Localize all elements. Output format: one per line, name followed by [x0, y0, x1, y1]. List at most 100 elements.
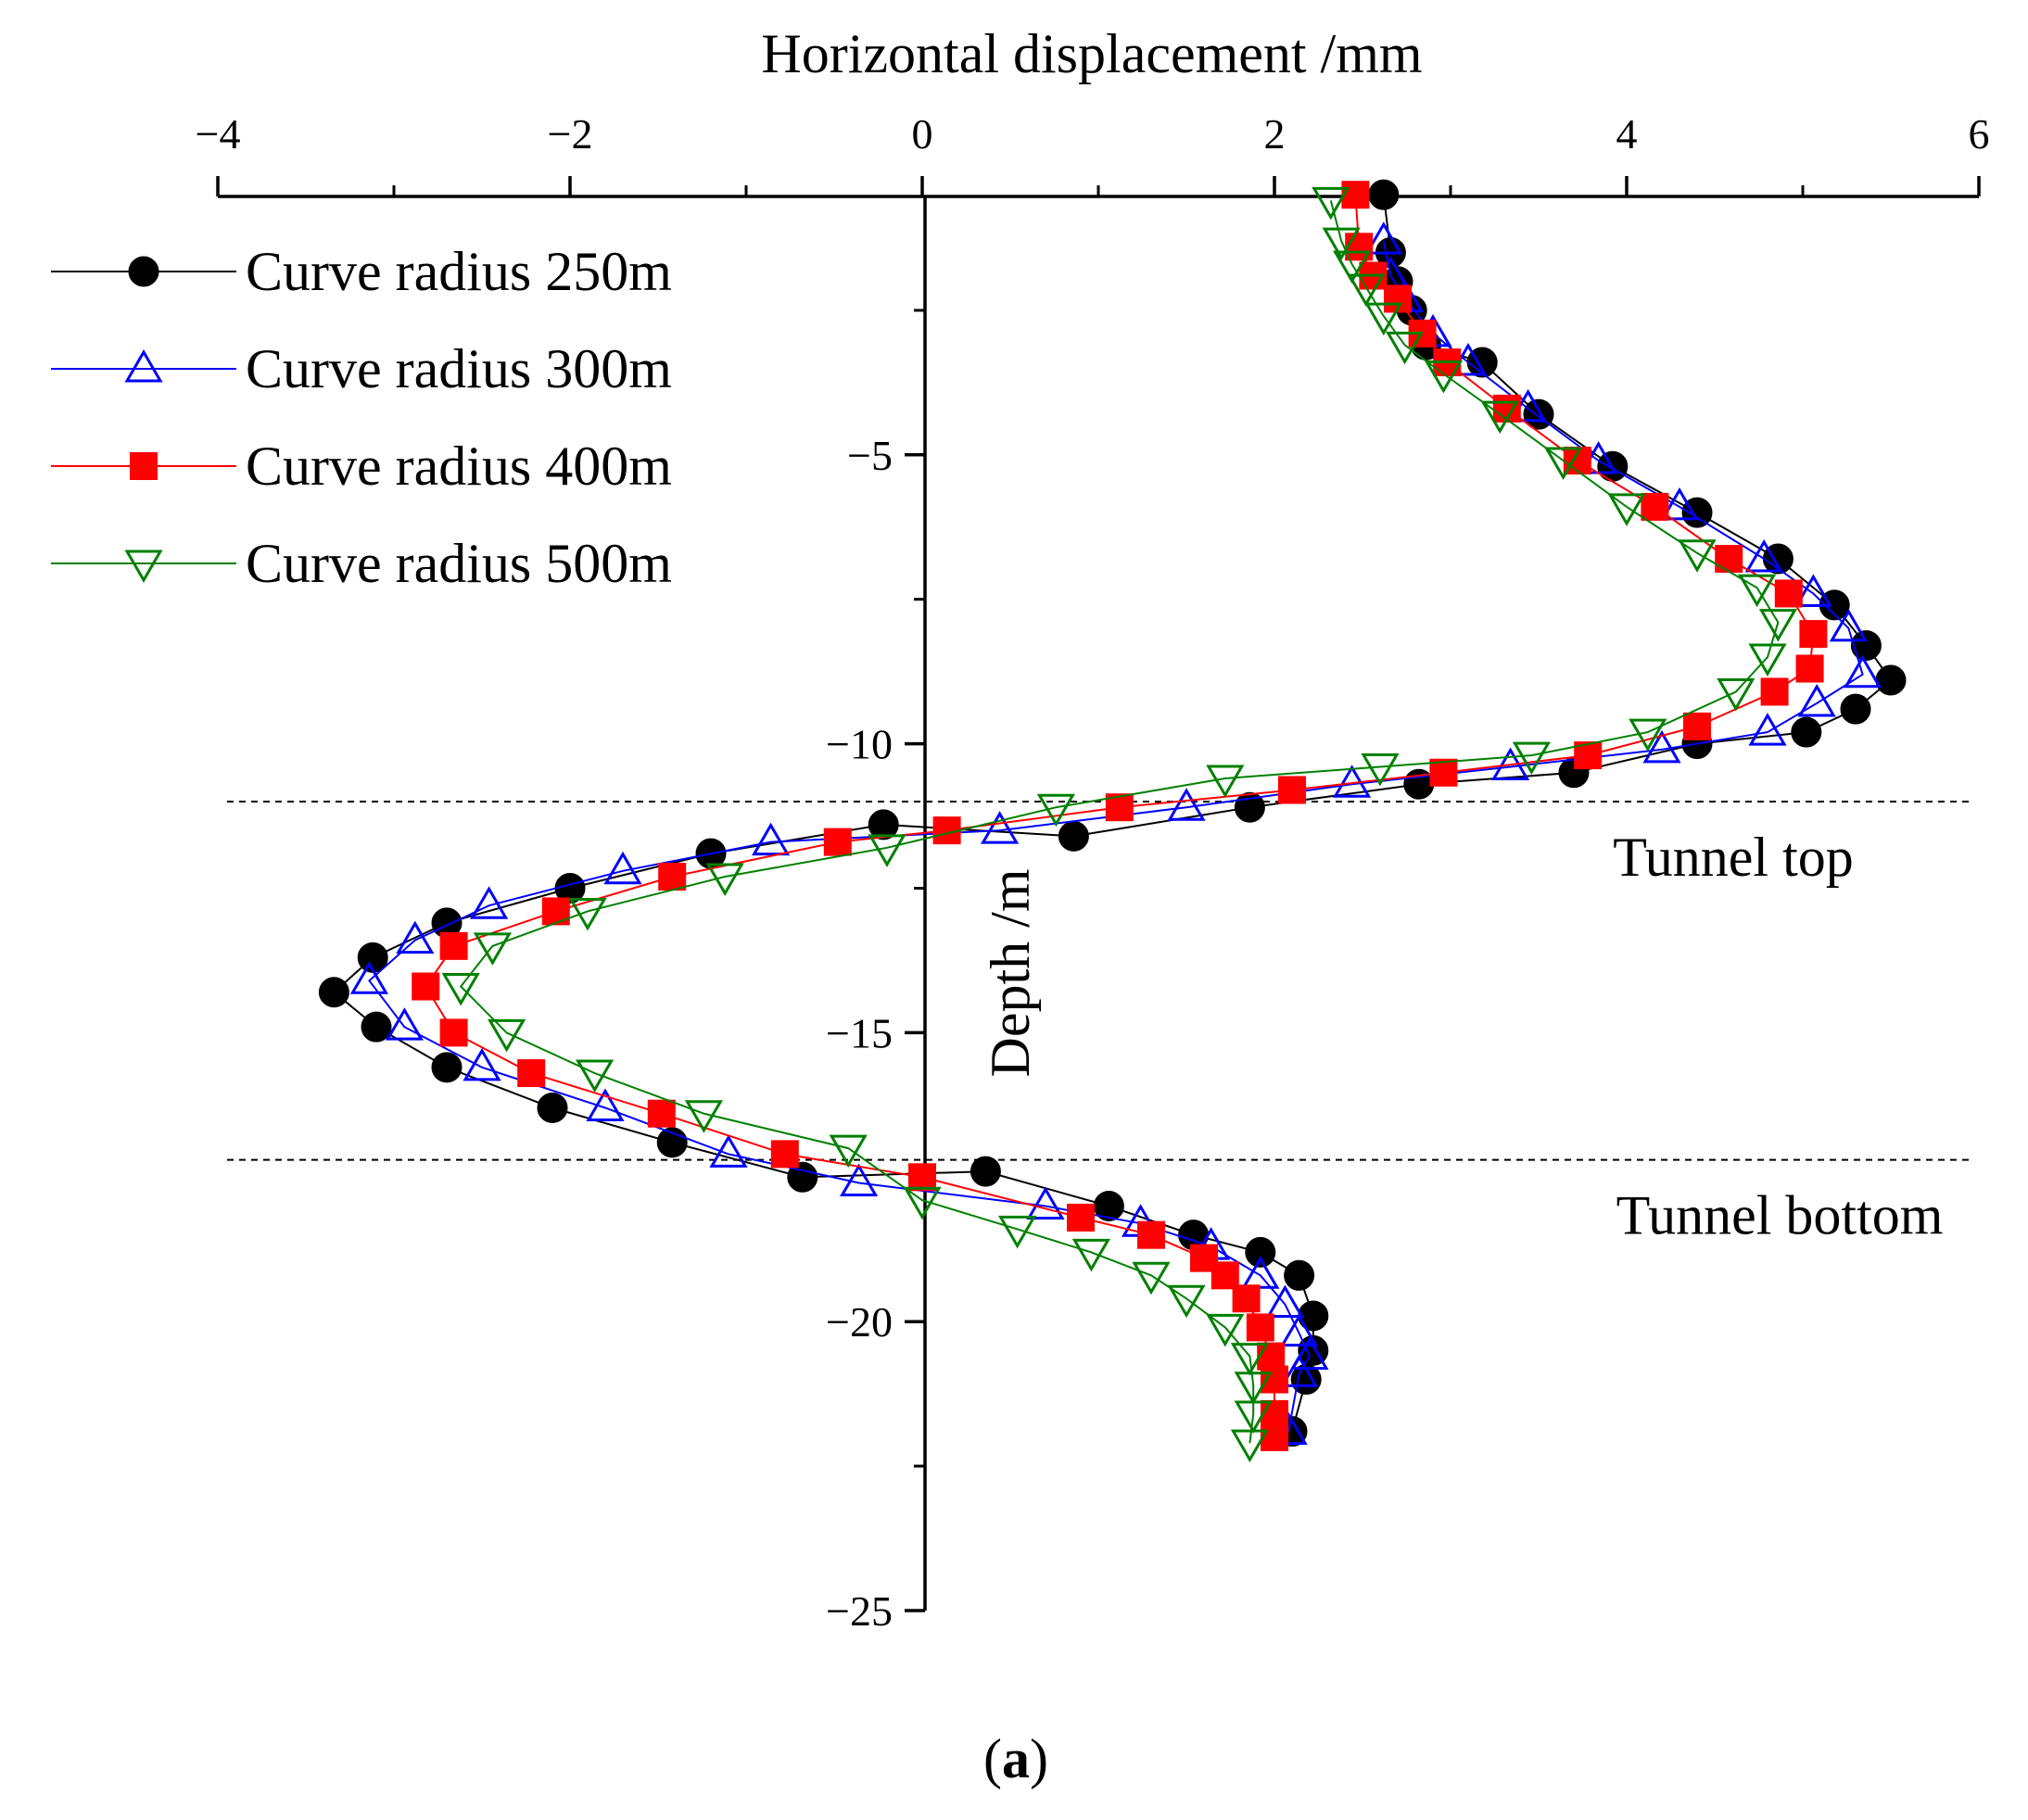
data-point: [517, 1059, 546, 1088]
figure-caption: (a): [983, 1728, 1048, 1789]
tunnel-label: Tunnel top: [1613, 827, 1854, 888]
legend-marker: [128, 256, 159, 287]
data-point: [1794, 574, 1833, 607]
data-point: [1791, 716, 1822, 748]
y-tick-label: −10: [826, 721, 893, 768]
data-point: [1347, 273, 1386, 307]
data-point: [349, 961, 389, 994]
x-tick-label: 0: [912, 110, 933, 158]
data-point: [1843, 654, 1882, 689]
legend-marker: [130, 452, 158, 480]
x-tick-label: −2: [548, 110, 593, 158]
legend-marker: [124, 349, 163, 383]
data-point: [487, 1018, 526, 1053]
data-point: [603, 851, 642, 885]
data-point: [1840, 693, 1871, 725]
x-tick-label: 4: [1616, 110, 1638, 158]
data-point: [1206, 1313, 1245, 1347]
data-point: [1345, 233, 1374, 261]
data-point: [1246, 1313, 1274, 1342]
data-point: [1368, 179, 1400, 210]
data-point: [431, 1052, 463, 1083]
data-point: [1132, 1261, 1171, 1295]
data-point: [396, 920, 435, 954]
data-point: [1543, 447, 1583, 481]
data-point: [1241, 1256, 1280, 1289]
data-point: [385, 1007, 425, 1041]
data-point: [751, 822, 791, 856]
data-point: [647, 1099, 676, 1128]
y-tick-label: −25: [826, 1587, 893, 1635]
series-line: [459, 200, 1780, 1444]
data-point: [1058, 820, 1089, 852]
data-point: [1660, 487, 1699, 521]
data-point: [439, 1018, 468, 1047]
x-axis-title: Horizontal displacement /mm: [761, 23, 1422, 84]
data-point: [868, 809, 899, 840]
data-point: [1364, 302, 1403, 336]
data-point: [1829, 608, 1869, 642]
data-point: [1234, 1371, 1273, 1405]
data-point: [1341, 181, 1370, 209]
data-point: [1385, 331, 1425, 365]
legend: Curve radius 250m Curve radius 300m Curve …: [51, 241, 672, 594]
data-point: [463, 1047, 501, 1081]
data-point: [1678, 539, 1717, 573]
data-point: [439, 931, 468, 960]
data-point: [1230, 1343, 1270, 1376]
x-tick-label: 2: [1264, 110, 1286, 158]
data-point: [469, 886, 509, 919]
reference-lines: Tunnel top Tunnel bottom: [227, 800, 1974, 1246]
data-point: [1036, 793, 1076, 828]
data-point: [770, 1140, 799, 1169]
data-point: [1799, 620, 1828, 649]
data-point: [568, 897, 607, 931]
data-point: [1137, 1220, 1165, 1249]
data-point: [1642, 729, 1681, 764]
data-point: [1744, 539, 1783, 573]
data-point: [1737, 574, 1777, 608]
data-point: [1361, 753, 1400, 787]
data-point: [970, 1156, 1001, 1187]
data-point: [1290, 1336, 1329, 1371]
data-point: [1279, 1354, 1319, 1387]
data-point: [575, 1059, 615, 1093]
data-point: [1322, 227, 1361, 261]
legend-label: Curve radius 300m: [246, 338, 672, 399]
data-point: [1278, 776, 1306, 804]
y-tick-label: −5: [847, 432, 893, 479]
x-tick-label: 6: [1969, 110, 1990, 158]
legend-label: Curve radius 250m: [246, 241, 672, 302]
data-point: [1748, 643, 1787, 677]
data-point: [1607, 493, 1646, 526]
data-point: [839, 1163, 879, 1197]
data-point: [1312, 186, 1350, 221]
data-point: [1071, 1238, 1111, 1272]
data-point: [1641, 492, 1669, 521]
data-point: [1230, 1429, 1270, 1463]
data-point: [541, 897, 570, 926]
data-point: [1629, 718, 1667, 752]
data-point: [1026, 1186, 1065, 1220]
data-point: [1795, 654, 1824, 683]
data-point: [473, 932, 513, 966]
data-point: [1206, 765, 1245, 799]
data-point: [1279, 1313, 1319, 1347]
plot-area: [318, 179, 1907, 1463]
y-tick-label: −20: [826, 1298, 893, 1346]
data-point: [586, 1088, 625, 1121]
y-tick-label: −15: [826, 1009, 893, 1056]
data-point: [1797, 683, 1836, 717]
legend-label: Curve radius 400m: [246, 436, 672, 497]
y-axis-title: Depth /m: [980, 869, 1041, 1078]
data-point: [980, 811, 1020, 844]
data-point: [1284, 1259, 1315, 1291]
axes: −4 −2 0 2 4 6−5−10−15−20−25: [196, 110, 1990, 1635]
data-point: [1748, 713, 1787, 746]
data-point: [1758, 609, 1798, 642]
data-point: [709, 1134, 748, 1168]
data-point: [1261, 1422, 1288, 1451]
data-point: [1850, 630, 1882, 662]
series-line: [332, 195, 1893, 1432]
